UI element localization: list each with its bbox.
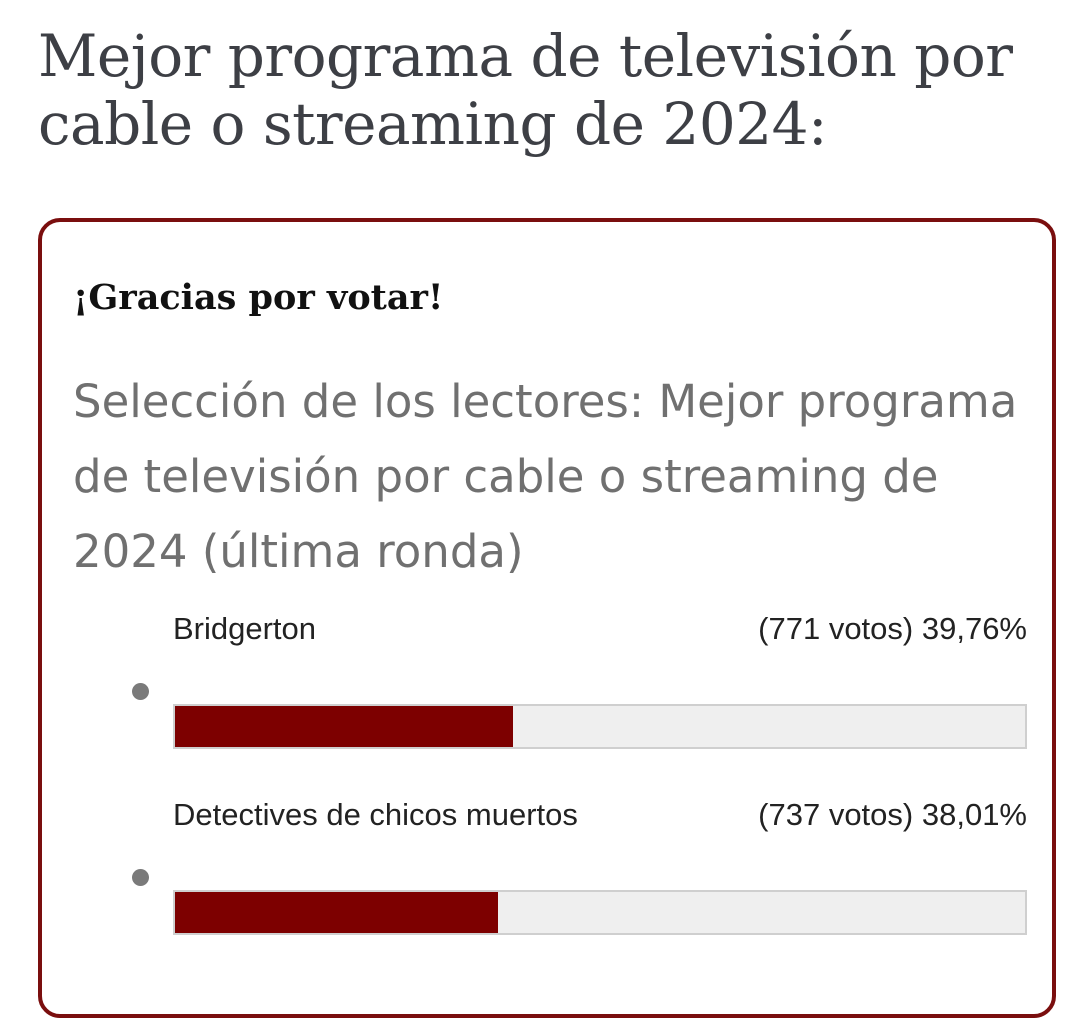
- result-bar-fill: [175, 892, 499, 933]
- thanks-message: ¡Gracias por votar!: [73, 277, 444, 318]
- bullet-icon: [132, 869, 149, 886]
- poll-option: Detectives de chicos muertos (737 votos)…: [0, 794, 1080, 954]
- option-votes: (737 votos): [758, 797, 914, 832]
- bullet-icon: [132, 683, 149, 700]
- page-title: Mejor programa de televisión por cable o…: [38, 22, 1013, 158]
- poll-option: Bridgerton (771 votos) 39,76%: [0, 608, 1080, 768]
- result-bar-track: [173, 704, 1027, 749]
- option-label: Bridgerton: [173, 611, 317, 646]
- option-stats: (737 votos) 38,01%: [758, 797, 1027, 833]
- poll-question: Selección de los lectores: Mejor program…: [73, 375, 1018, 578]
- result-bar-fill: [175, 706, 513, 747]
- option-percent: 39,76%: [921, 611, 1027, 646]
- option-label: Detectives de chicos muertos: [173, 797, 578, 832]
- option-stats: (771 votos) 39,76%: [758, 611, 1027, 647]
- option-votes: (771 votos): [758, 611, 914, 646]
- result-bar-track: [173, 890, 1027, 935]
- option-percent: 38,01%: [921, 797, 1027, 832]
